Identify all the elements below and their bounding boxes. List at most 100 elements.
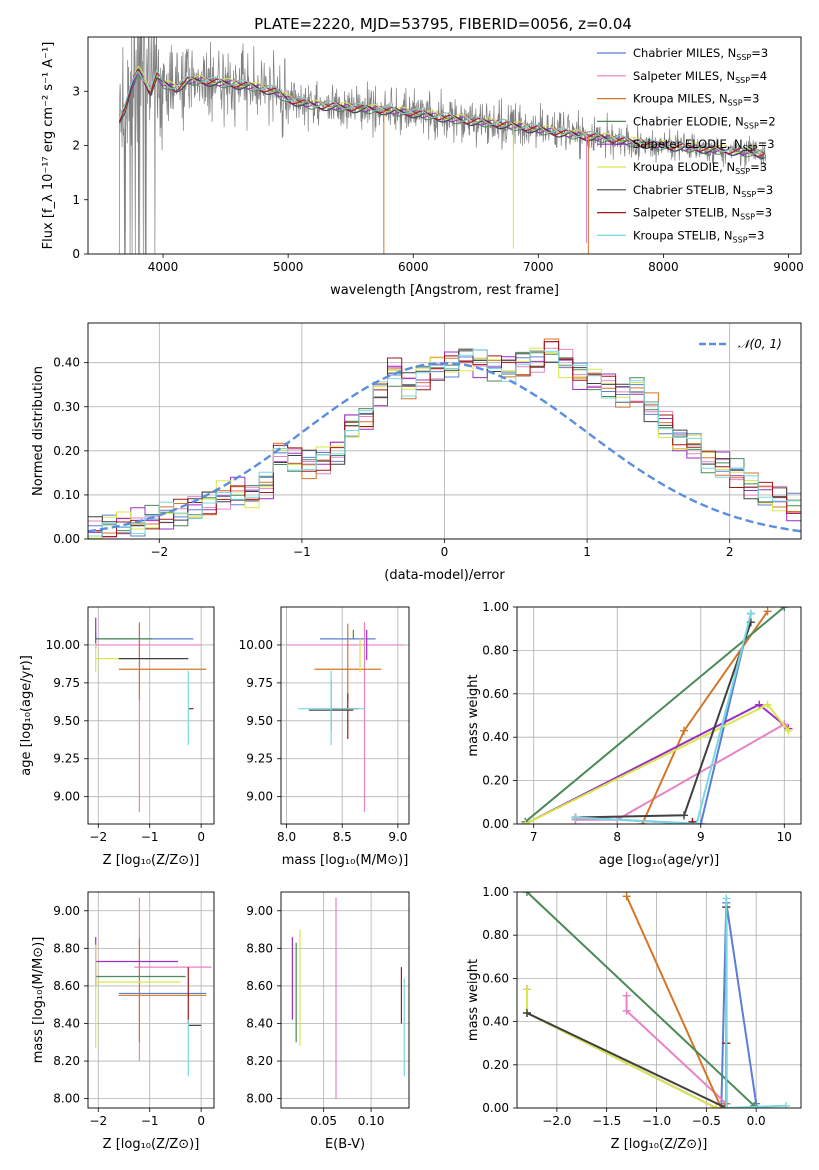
weight-marker [692, 820, 701, 824]
plot-area [522, 892, 791, 1108]
x-tick-label: 0 [441, 545, 449, 559]
y-tick-label: 0.40 [482, 730, 509, 744]
y-tick-label: 9.00 [53, 790, 80, 804]
y-tick-label: 8.20 [53, 1054, 80, 1068]
x-tick-label: −2 [89, 830, 107, 844]
y-tick-label: 0 [72, 247, 80, 261]
plot-area [95, 897, 212, 1077]
axes-frame [87, 891, 215, 1109]
y-tick-label: 0.30 [53, 400, 80, 414]
x-tick-label: 8 [613, 830, 621, 844]
x-tick-label: −1 [293, 545, 311, 559]
plot-area [118, 37, 767, 254]
x-tick-label: 4000 [148, 260, 179, 274]
weight-marker [722, 894, 731, 903]
chart-weight-vs-Z: −2.0 −1.5 −1.0 −0.5 0.0 0.00 0.20 0.40 0.60 0.80 1… [466, 885, 802, 1152]
chart-mass-vs-Z: −2 −1 0 8.00 8.20 8.40 8.60 8.80 9.00 Z [log₁₀(Z/… [31, 891, 215, 1152]
y-axis-label: Normed distribution [31, 366, 46, 496]
x-tick-label: 5000 [273, 260, 304, 274]
y-tick-label: 8.00 [246, 1092, 273, 1106]
y-tick-label: 0.20 [53, 444, 80, 458]
y-tick-label: 10.00 [239, 638, 273, 652]
weight-marker [522, 892, 531, 896]
x-tick-label: 7000 [523, 260, 554, 274]
y-tick-label: 1.00 [482, 600, 509, 614]
y-tick-label: 8.40 [246, 1016, 273, 1030]
legend-label: Chabrier STELIB, NSSP=3 [633, 183, 773, 199]
x-tick-label: 9000 [773, 260, 804, 274]
y-tick-label: 8.80 [246, 941, 273, 955]
y-tick-label: 0.80 [482, 928, 509, 942]
axes-frame [516, 606, 802, 825]
y-tick-label: 0.40 [53, 356, 80, 370]
x-tick-label: 0.0 [747, 1114, 766, 1128]
plot-area [88, 338, 801, 539]
x-axis-label: age [log₁₀(age/yr)] [599, 853, 720, 868]
y-tick-label: 8.00 [53, 1092, 80, 1106]
y-axis-label: Flux [f_λ 10⁻¹⁷ erg cm⁻² s⁻¹ A⁻¹] [41, 42, 56, 250]
weight-marker [763, 700, 772, 709]
weight-marker [522, 985, 531, 994]
y-tick-label: 0.00 [482, 1101, 509, 1115]
y-tick-label: 2 [72, 139, 80, 153]
x-axis-label: Z [log₁₀(Z/Z⊙)] [103, 853, 200, 868]
y-tick-label: 10.00 [46, 638, 80, 652]
legend-label: Salpeter STELIB, NSSP=3 [633, 206, 772, 222]
x-tick-label: 8.0 [277, 830, 296, 844]
y-tick-label: 9.50 [53, 714, 80, 728]
chart-age-vs-Z: −2 −1 0 9.00 9.25 9.50 9.75 10.00 Z [log₁₀(Z/Z⊙)… [19, 606, 215, 868]
chart-residuals: −2 −1 0 1 2 0.00 0.10 0.20 0.30 0.40 (data-model)/… [31, 322, 802, 583]
weight-marker [746, 609, 755, 618]
x-tick-label: 8000 [648, 260, 679, 274]
axes-frame [280, 606, 410, 825]
x-tick-label: −1 [141, 830, 159, 844]
chart-weight-vs-age: 7 8 9 10 0.00 0.20 0.40 0.60 0.80 1.00 age [log₁₀(… [466, 600, 802, 868]
y-tick-label: 9.00 [246, 790, 273, 804]
y-tick-label: 8.20 [246, 1054, 273, 1068]
plot-area [521, 607, 793, 824]
x-tick-label: −2 [150, 545, 168, 559]
weight-marker [622, 1006, 631, 1015]
axes-frame [87, 36, 802, 255]
y-tick-label: 9.50 [246, 714, 273, 728]
weight-marker [622, 991, 631, 1000]
y-tick-label: 0.60 [482, 687, 509, 701]
legend-label: Salpeter MILES, NSSP=4 [633, 69, 767, 85]
x-tick-label: 9.0 [388, 830, 407, 844]
histogram-step [88, 349, 801, 537]
y-tick-label: 9.25 [53, 752, 80, 766]
x-tick-label: 0 [197, 830, 205, 844]
x-tick-label: 0 [197, 1114, 205, 1128]
weight-marker [696, 820, 705, 824]
weight-marker [722, 1104, 731, 1108]
weight-marker [680, 726, 689, 735]
model-line [118, 69, 765, 159]
x-axis-label: (data-model)/error [384, 568, 505, 583]
weight-marker [755, 700, 764, 709]
y-tick-label: 9.00 [246, 904, 273, 918]
weight-marker [782, 1101, 791, 1108]
chart-spectrum: 4000 5000 6000 7000 8000 9000 0 1 2 3 wavelength [… [41, 36, 804, 298]
weight-line [725, 898, 787, 1108]
legend-label: Kroupa MILES, NSSP=3 [633, 92, 759, 108]
weight-marker [571, 813, 580, 822]
weight-marker [780, 607, 789, 611]
plot-area [291, 897, 405, 1099]
y-tick-label: 1.00 [482, 885, 509, 899]
x-axis-label: Z [log₁₀(Z/Z⊙)] [611, 1137, 708, 1152]
weight-marker [522, 1008, 531, 1017]
weight-marker [712, 1104, 721, 1108]
x-tick-label: 8.5 [333, 830, 352, 844]
x-tick-label: −1.5 [592, 1114, 621, 1128]
y-tick-label: 8.80 [53, 941, 80, 955]
legend-label: Kroupa ELODIE, NSSP=3 [633, 160, 767, 176]
x-tick-label: 1 [583, 545, 591, 559]
y-tick-label: 9.75 [53, 676, 80, 690]
x-tick-label: 2 [726, 545, 734, 559]
chart-mass-vs-ebv: 0.05 0.10 8.00 8.20 8.40 8.60 8.80 9.00 E(B-V) [246, 891, 410, 1152]
y-tick-label: 0.20 [482, 774, 509, 788]
weight-line [524, 607, 785, 823]
weight-marker [622, 892, 631, 901]
y-tick-label: 9.00 [53, 904, 80, 918]
x-axis-label: E(B-V) [325, 1137, 365, 1152]
